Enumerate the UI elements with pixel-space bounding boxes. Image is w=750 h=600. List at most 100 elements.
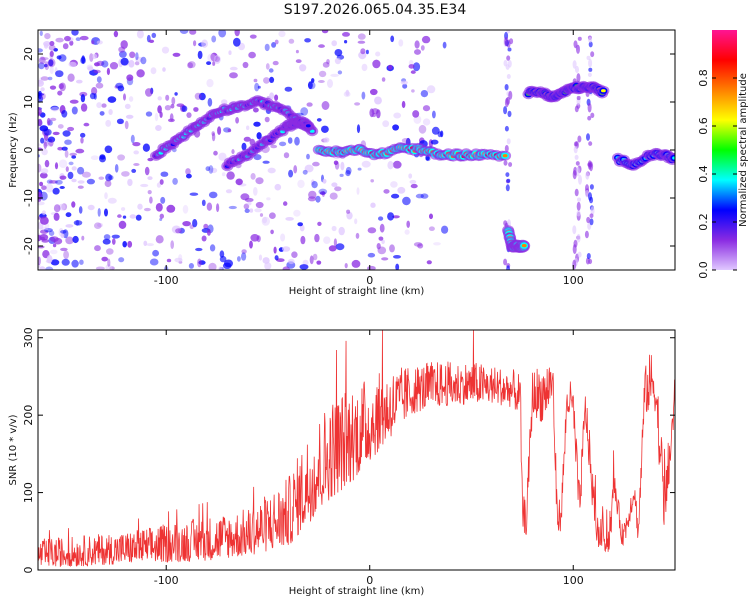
noise-blob — [198, 260, 206, 265]
noise-blob — [282, 246, 291, 252]
noise-blob — [57, 124, 64, 129]
noise-blob — [132, 142, 141, 147]
noise-strip-blob — [587, 72, 592, 78]
noise-blob — [38, 216, 42, 220]
noise-blob — [300, 235, 306, 245]
noise-blob — [309, 255, 314, 265]
noise-blob — [75, 37, 81, 41]
noise-strip-blob — [504, 145, 509, 152]
noise-blob — [38, 163, 42, 173]
noise-blob — [81, 235, 85, 241]
noise-blob — [127, 178, 133, 187]
noise-blob — [253, 78, 258, 83]
noise-blob — [96, 76, 102, 83]
noise-blob — [302, 169, 308, 175]
noise-blob — [212, 61, 216, 66]
noise-blob — [272, 60, 279, 66]
noise-blob — [354, 218, 358, 225]
noise-blob — [109, 61, 119, 70]
spectrogram-plot — [38, 30, 675, 270]
noise-blob — [104, 145, 113, 154]
noise-blob — [40, 57, 49, 61]
noise-blob — [401, 100, 406, 109]
noise-blob — [46, 138, 53, 143]
noise-blob — [283, 201, 288, 206]
noise-blob — [274, 94, 279, 101]
noise-blob — [49, 117, 57, 122]
noise-blob — [300, 107, 309, 116]
noise-blob — [40, 229, 49, 234]
noise-blob — [344, 40, 348, 44]
noise-blob — [235, 117, 240, 124]
noise-blob — [149, 196, 153, 204]
noise-blob — [48, 44, 56, 51]
noise-blob — [45, 183, 54, 193]
noise-blob — [127, 240, 133, 248]
noise-blob — [224, 259, 233, 268]
noise-blob — [105, 119, 112, 127]
noise-blob — [160, 171, 169, 177]
noise-blob — [77, 166, 85, 175]
noise-blob — [208, 262, 217, 270]
noise-blob — [299, 264, 309, 270]
noise-blob — [214, 56, 220, 62]
noise-blob — [52, 131, 60, 136]
noise-blob — [398, 39, 404, 47]
noise-strip-blob — [575, 65, 579, 74]
noise-blob — [104, 208, 108, 217]
noise-blob — [131, 168, 137, 173]
noise-blob — [417, 243, 424, 249]
noise-blob — [94, 62, 100, 67]
noise-blob — [117, 85, 125, 92]
noise-blob — [133, 163, 140, 166]
noise-blob — [170, 240, 174, 250]
noise-blob — [408, 173, 413, 179]
noise-blob — [80, 132, 86, 138]
noise-blob — [174, 257, 183, 263]
noise-blob — [322, 178, 327, 184]
noise-blob — [201, 39, 209, 48]
noise-blob — [266, 197, 271, 201]
spectrogram-xlabel: Height of straight line (km) — [289, 286, 425, 297]
signal-core — [521, 244, 527, 248]
noise-blob — [147, 176, 153, 181]
noise-blob — [253, 187, 258, 196]
noise-blob — [40, 137, 45, 144]
noise-blob — [283, 152, 290, 159]
noise-blob — [67, 126, 75, 132]
noise-blob — [152, 249, 160, 257]
spectrogram-xtick-label: 0 — [366, 274, 373, 287]
noise-blob — [284, 86, 293, 92]
noise-blob — [287, 137, 293, 144]
noise-blob — [315, 195, 321, 203]
noise-blob — [401, 138, 411, 143]
noise-blob — [293, 209, 301, 217]
noise-strip-blob — [588, 58, 593, 68]
noise-blob — [114, 164, 119, 173]
noise-blob — [41, 210, 46, 216]
noise-strip-blob — [576, 201, 581, 211]
noise-blob — [426, 260, 432, 265]
noise-blob — [123, 93, 126, 101]
noise-blob — [288, 169, 294, 178]
noise-blob — [357, 167, 362, 171]
noise-blob — [162, 67, 166, 72]
noise-blob — [166, 204, 176, 213]
noise-blob — [263, 77, 270, 84]
colorbar-tick-label: 0.0 — [697, 261, 710, 279]
noise-blob — [142, 143, 150, 152]
noise-blob — [351, 259, 361, 268]
noise-blob — [330, 73, 339, 77]
colorbar — [712, 30, 737, 270]
noise-blob — [318, 188, 328, 195]
noise-blob — [71, 30, 79, 36]
noise-blob — [64, 149, 69, 158]
noise-blob — [235, 178, 243, 186]
noise-strip-blob — [586, 253, 591, 260]
noise-blob — [105, 173, 112, 182]
noise-blob — [400, 80, 408, 85]
noise-blob — [278, 30, 286, 38]
snr-ytick-label: 100 — [22, 482, 35, 503]
noise-blob — [96, 102, 102, 109]
spectrogram-xtick-label: -100 — [154, 274, 179, 287]
